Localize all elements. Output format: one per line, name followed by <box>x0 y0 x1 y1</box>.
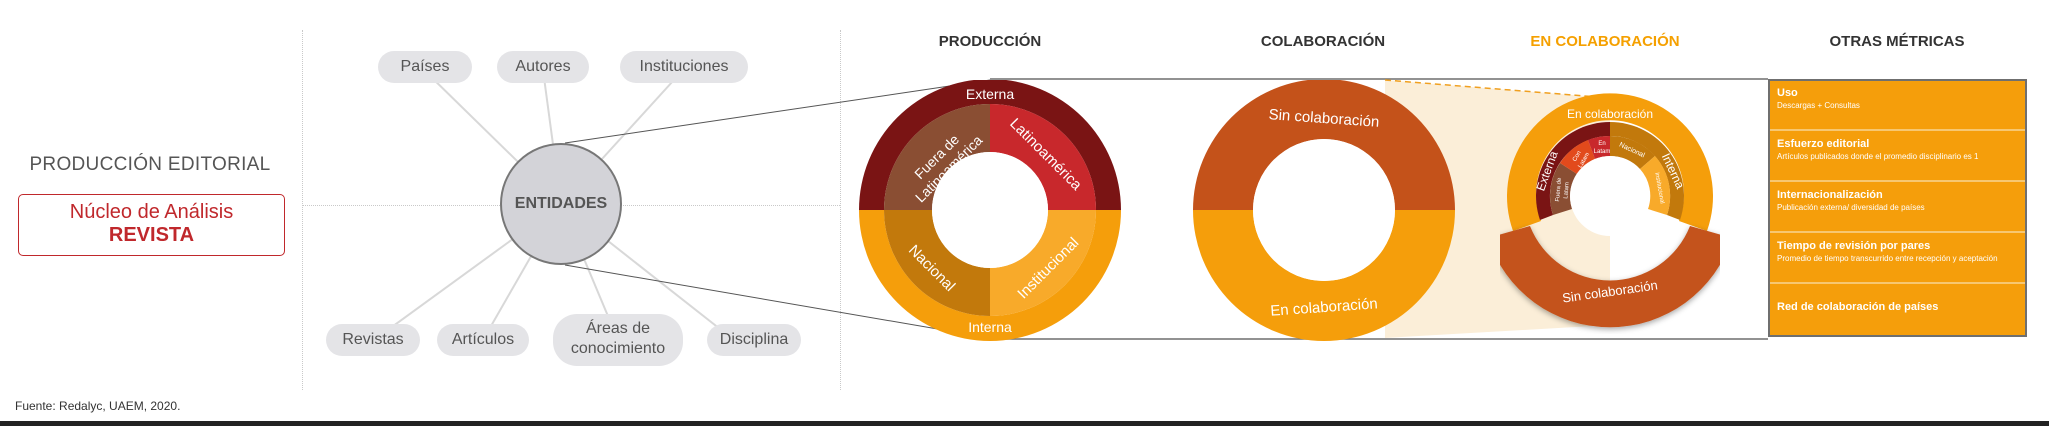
ring-interna <box>1610 122 1684 220</box>
metric-title: Esfuerzo editorial <box>1777 138 1870 150</box>
donut1-hole <box>932 152 1048 268</box>
label-fuera-latam-l1: Fuera de <box>1555 177 1563 202</box>
ring-en-colaboracion <box>1507 93 1713 231</box>
label-con-latam-l1: Con <box>1572 150 1583 163</box>
revista-label: REVISTA <box>108 224 195 246</box>
pill-articulos: Artículos <box>437 324 529 356</box>
header-produccion: PRODUCCIÓN <box>938 33 1042 50</box>
segment-con-latam <box>1560 140 1595 174</box>
donut-en-colaboracion: En colaboración Externa Interna Sin cola… <box>1500 93 1720 328</box>
metric-uso: Uso Descargas + Consultas <box>1770 81 2025 131</box>
donut3-hole <box>1570 156 1650 236</box>
pill-instituciones: Instituciones <box>620 51 748 83</box>
entidades-node: ENTIDADES <box>500 143 622 265</box>
label-interna: Interna <box>968 319 1012 335</box>
bottom-bar <box>0 421 2049 426</box>
donut-produccion: Externa Interna Fuera de Latinoamérica L… <box>859 80 1121 341</box>
metric-red-colaboracion: Red de colaboración de países <box>1770 285 2025 335</box>
nucleo-label: Núcleo de Análisis <box>69 201 234 223</box>
metric-desc: Promedio de tiempo transcurrido entre re… <box>1777 254 1998 263</box>
areas-line1: Áreas de <box>585 320 651 337</box>
source-note: Fuente: Redalyc, UAEM, 2020. <box>15 399 181 413</box>
nucleo-analisis-box: Núcleo de Análisis REVISTA <box>18 194 285 256</box>
segment-institucional <box>990 210 1096 316</box>
segment-nacional <box>884 210 990 316</box>
left-divider <box>302 30 303 390</box>
otras-metricas-panel: Uso Descargas + Consultas Esfuerzo edito… <box>1768 79 2027 337</box>
label-institucional: Institucional <box>1653 172 1664 204</box>
metric-title: Uso <box>1777 87 1798 99</box>
segment-en-latam <box>1588 135 1610 159</box>
donut-colaboracion: Sin colaboración En colaboración <box>1193 80 1455 341</box>
middle-divider <box>840 30 841 390</box>
label-externa: Externa <box>966 86 1014 102</box>
header-otras-metricas: OTRAS MÉTRICAS <box>1829 33 1965 50</box>
ring-interna <box>859 210 1121 341</box>
produccion-editorial-title: PRODUCCIÓN EDITORIAL <box>29 154 271 175</box>
segment-en-colaboracion <box>1193 210 1455 341</box>
zoom-line-bottom <box>564 264 991 339</box>
metric-title: Internacionalización <box>1777 189 1883 201</box>
metric-title: Tiempo de revisión por pares <box>1777 240 1931 252</box>
segment-institucional <box>1640 156 1671 215</box>
label-en-colaboracion: En colaboración <box>1567 107 1653 121</box>
header-en-colaboracion: EN COLABORACIÓN <box>1530 33 1680 50</box>
label-en-latam-l1: En <box>1598 141 1605 147</box>
segment-latinoamerica <box>990 104 1096 210</box>
areas-line2: conocimiento <box>570 340 666 357</box>
segment-fuera-latinoamerica <box>884 104 990 210</box>
segment-fuera-latam <box>1549 163 1577 215</box>
pill-paises: Países <box>378 51 472 83</box>
segment-nacional <box>1610 135 1655 169</box>
segment-sin-colaboracion <box>1500 226 1720 328</box>
zoom-line-top <box>564 79 991 144</box>
pill-revistas: Revistas <box>326 324 420 356</box>
zoom-dash-top <box>1384 79 1611 99</box>
donut2-hole <box>1253 139 1395 281</box>
metric-desc: Artículos publicados donde el promedio d… <box>1777 152 1979 161</box>
pill-disciplina: Disciplina <box>707 324 801 356</box>
label-en-latam-l2: Latam <box>1594 149 1611 155</box>
metric-desc: Publicación externa/ diversidad de paíse… <box>1777 203 1925 212</box>
metric-esfuerzo-editorial: Esfuerzo editorial Artículos publicados … <box>1770 132 2025 182</box>
metric-tiempo-revision: Tiempo de revisión por pares Promedio de… <box>1770 234 2025 284</box>
metric-internacionalizacion: Internacionalización Publicación externa… <box>1770 183 2025 233</box>
label-fuera-latam-l2: Latam <box>1563 182 1570 199</box>
header-colaboracion: COLABORACIÓN <box>1260 33 1386 50</box>
metric-desc: Descargas + Consultas <box>1777 101 1860 110</box>
pill-autores: Autores <box>497 51 589 83</box>
pill-areas-conocimiento: Áreas de conocimiento <box>553 314 683 366</box>
metric-title: Red de colaboración de países <box>1777 301 1939 313</box>
segment-sin-colaboracion <box>1193 80 1455 210</box>
ring-externa <box>1536 122 1610 220</box>
ring-externa <box>859 80 1121 210</box>
